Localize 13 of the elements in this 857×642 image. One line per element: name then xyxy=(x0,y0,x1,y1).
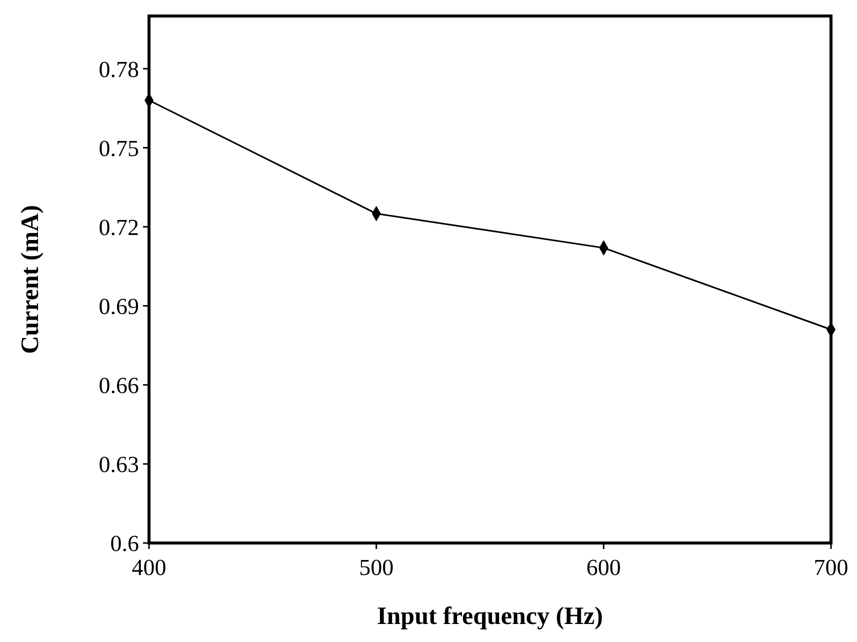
x-axis-title: Input frequency (Hz) xyxy=(377,603,603,630)
y-tick-label: 0.69 xyxy=(98,294,139,319)
x-tick-label: 500 xyxy=(359,555,394,580)
x-tick-label: 400 xyxy=(132,555,166,580)
y-tick-label: 0.6 xyxy=(110,531,139,556)
x-tick-label: 600 xyxy=(586,555,621,580)
y-tick-label: 0.66 xyxy=(98,372,139,398)
x-tick-label: 700 xyxy=(814,555,848,580)
y-axis-title: Current (mA) xyxy=(17,205,44,354)
y-tick-label: 0.75 xyxy=(98,136,139,161)
y-tick-label: 0.78 xyxy=(98,56,139,82)
y-tick-label: 0.72 xyxy=(98,214,139,240)
y-tick-label: 0.63 xyxy=(98,452,139,477)
